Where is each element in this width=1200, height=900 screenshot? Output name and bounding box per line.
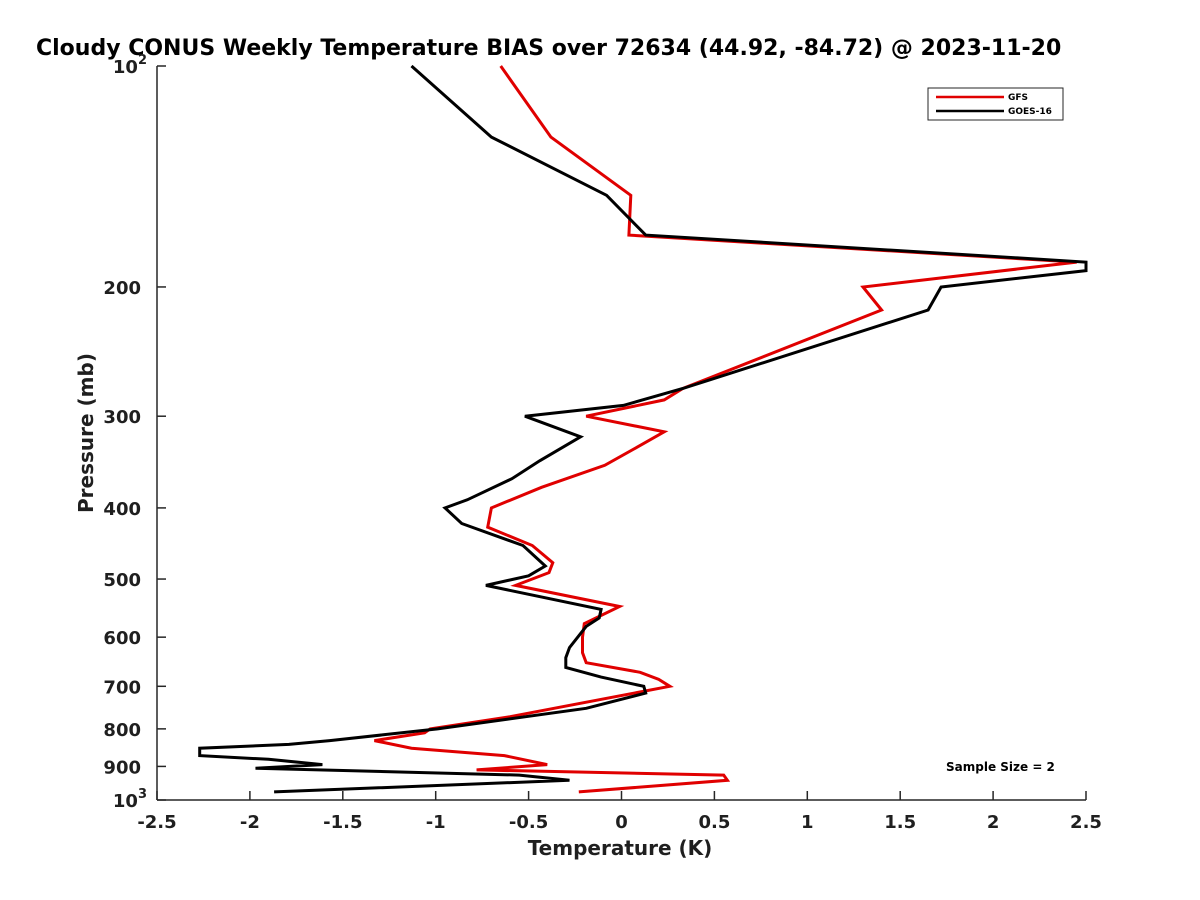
y-tick-label: 300 bbox=[103, 407, 141, 428]
y-tick-label: 103 bbox=[113, 787, 147, 812]
y-tick-label: 700 bbox=[103, 677, 141, 698]
legend-label-gfs: GFS bbox=[1008, 93, 1028, 103]
y-tick-label: 800 bbox=[103, 720, 141, 741]
x-tick-label: 1.5 bbox=[884, 812, 916, 833]
x-tick-label: -1 bbox=[426, 812, 446, 833]
y-tick-label: 400 bbox=[103, 499, 141, 520]
legend: GFS GOES-16 bbox=[927, 87, 1064, 121]
x-axis-label: Temperature (K) bbox=[528, 836, 713, 860]
x-tick-label: 1 bbox=[801, 812, 814, 833]
x-tick-label: -2 bbox=[240, 812, 260, 833]
legend-box bbox=[927, 87, 1064, 121]
y-tick-label: 500 bbox=[103, 570, 141, 591]
x-tick-label: -2.5 bbox=[137, 812, 176, 833]
legend-label-goes16: GOES-16 bbox=[1008, 107, 1052, 117]
y-tick-label: 900 bbox=[103, 757, 141, 778]
x-tick-label: 0 bbox=[615, 812, 628, 833]
series-line-gfs bbox=[374, 65, 1077, 794]
series-line-goes16 bbox=[198, 64, 1088, 794]
x-tick-label: -0.5 bbox=[509, 812, 548, 833]
x-tick-label: 0.5 bbox=[698, 812, 730, 833]
y-tick-label: 600 bbox=[103, 628, 141, 649]
y-tick-exponent: 3 bbox=[138, 787, 147, 802]
y-axis-label: Pressure (mb) bbox=[74, 353, 98, 513]
x-axis: -2.5 -2 -1.5 -1 -0.5 0 0.5 1 1.5 2 2.5 bbox=[137, 791, 1102, 833]
x-tick-label: -1.5 bbox=[323, 812, 362, 833]
y-tick-label: 102 bbox=[113, 53, 147, 78]
y-tick-base: 10 bbox=[113, 791, 138, 812]
y-tick-label: 200 bbox=[103, 278, 141, 299]
chart-title: Cloudy CONUS Weekly Temperature BIAS ove… bbox=[36, 36, 1061, 61]
plot-area bbox=[198, 64, 1088, 794]
y-tick-exponent: 2 bbox=[138, 53, 147, 68]
x-tick-label: 2.5 bbox=[1070, 812, 1102, 833]
sample-size-annotation: Sample Size = 2 bbox=[946, 760, 1055, 774]
x-tick-label: 2 bbox=[987, 812, 1000, 833]
y-tick-base: 10 bbox=[113, 57, 138, 78]
